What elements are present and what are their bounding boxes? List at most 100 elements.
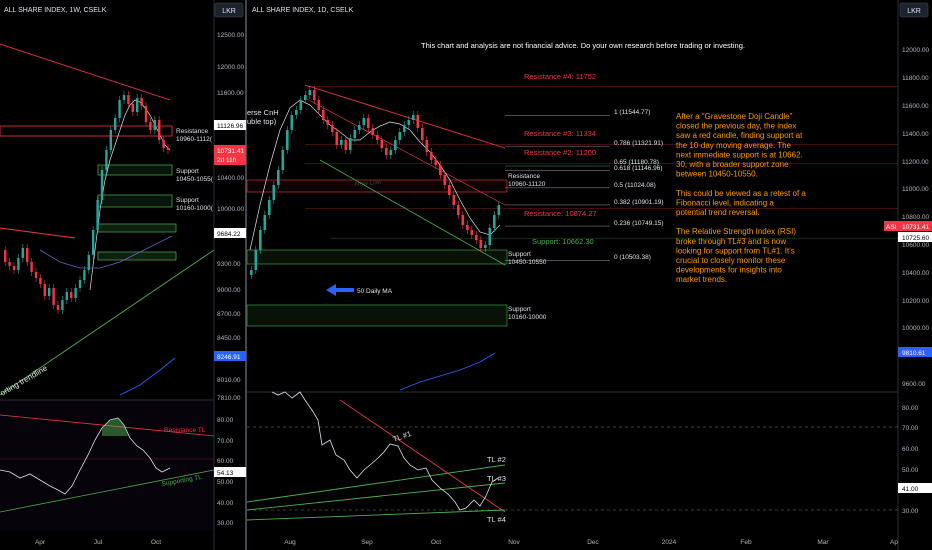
candle-body [452,195,456,205]
right-candles [250,86,501,279]
fib-0-label: 0 (10503.38) [614,254,651,261]
left-currency-button[interactable] [214,2,244,18]
candle-body [48,288,51,296]
tl4-label: TL #4 [487,515,506,524]
candle-body [268,200,271,215]
left-ytick: 12000.00 [217,64,244,71]
fib-065-label: 0.65 (11180.78) [614,159,659,166]
candle-body [39,278,42,284]
candle-body [425,140,429,152]
left-rsi-tick: 30.00 [217,520,234,527]
right-close-tag-label: 10725.60 [902,235,929,242]
candle-body [52,288,55,305]
candle-body [479,240,483,248]
candle-body [443,175,447,185]
candle-body [8,262,11,266]
candle-body [127,95,130,104]
right-ytick: 10800.00 [902,214,929,221]
candle-body [331,125,334,132]
candle-body [313,90,316,100]
candle-body [122,95,126,100]
candle-body [286,130,289,150]
candle-body [61,300,64,310]
fib-1-label: 1 (11544.77) [614,109,650,116]
candle-body [317,100,321,110]
left-ytick: 9300.00 [217,261,241,268]
candle-body [92,230,95,255]
right-ytick: 10600.00 [902,242,929,249]
right-ytick: 11600.00 [902,103,929,110]
left-rsi-tag-label: 54.13 [217,470,234,477]
candle-body [421,128,424,140]
left-ytick: 11600.00 [217,90,244,97]
left-chart-title: ALL SHARE INDEX, 1W, CSELK [4,7,107,14]
right-resistance-zone-label: Resistance [508,173,541,180]
right-ma-50 [399,352,496,391]
left-ma-long [119,357,176,396]
right-ma-10 [249,99,501,251]
left-ytick: 7810.00 [217,395,241,402]
fib-0382-label: 0.382 (10901.19) [614,199,664,206]
right-rsi-tag [898,483,932,493]
left-rsi-line [0,417,171,495]
resistance-1-label: Resistance: 10874.27 [524,209,597,218]
right-tl1 [339,399,506,513]
right-support-zone-1 [246,249,508,265]
right-tl3 [246,482,506,511]
left-xtick: Apr [35,539,46,546]
fib-05-label: 0.5 (11024.08) [614,182,656,189]
left-rsi-tick: 80.00 [217,417,234,424]
candle-body [70,292,73,298]
right-ytick: 12000.00 [902,47,929,54]
candle-body [140,98,143,106]
right-rsi-tick: 80.00 [902,405,919,412]
disclaimer: This chart and analysis are not financia… [421,41,745,50]
candle-body [475,235,478,240]
candle-body [322,110,325,120]
right-rsi-tick: 60.00 [902,446,919,453]
candle-body [136,98,139,112]
candle-body [12,266,16,270]
fib-0236-label: 0.236 (10749.15) [614,220,664,227]
right-rsi-tick: 70.00 [902,425,919,432]
right-support1-zone-range: 10450-10550 [508,259,547,266]
left-candles [4,91,170,314]
left-support-zone-2 [97,194,173,208]
candle-body [162,140,165,148]
candle-body [394,140,397,150]
left-ma1-tag [214,228,246,238]
candle-body [105,150,108,170]
candle-body [344,140,348,150]
candle-body [74,288,77,298]
analysis-line: next immediate support is at 10662. [676,150,803,159]
analysis-line: closed the previous day, the index [676,122,796,131]
right-currency-button[interactable] [899,2,929,18]
candle-body [439,165,442,175]
analysis-line: Fibonacci level, indicating a [676,198,774,207]
candle-body [149,122,152,130]
left-support-zone-4 [97,251,177,261]
analysis-line: This could be viewed as a retest of a [676,189,806,198]
candle-body [299,100,303,110]
right-ytick: 11800.00 [902,75,929,82]
right-ma-tag [898,347,932,357]
candle-body [308,90,312,95]
left-ytick: 10400.00 [217,175,244,182]
candle-body [272,185,276,200]
left-ytick: 9000.00 [217,287,241,294]
candle-body [403,125,406,132]
candle-body [430,152,433,160]
candle-body [358,125,361,130]
analysis-line: developments for insights into [676,266,782,275]
left-rsi-tick: 50.00 [217,479,234,486]
ma-arrow-icon [326,284,354,296]
candle-body [100,170,104,200]
left-resistance-trendline-2 [0,227,76,239]
candle-body [493,215,496,228]
candle-body [367,118,370,128]
left-resistance-range: 10960-1112( [176,136,213,143]
right-support-zone-2 [246,304,508,327]
left-ytick: 8700.00 [217,311,241,318]
candle-body [407,120,411,125]
